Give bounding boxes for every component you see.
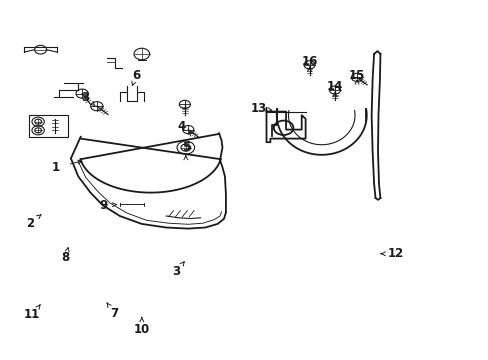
Text: 8: 8	[61, 251, 69, 264]
Text: 5: 5	[182, 141, 189, 154]
Text: 2: 2	[26, 217, 34, 230]
Text: 11: 11	[24, 309, 41, 321]
Text: 12: 12	[387, 247, 404, 260]
Text: 15: 15	[348, 69, 365, 82]
Text: 4: 4	[178, 120, 185, 132]
Text: 14: 14	[326, 80, 343, 93]
Bar	[29, 115, 68, 137]
Text: 9: 9	[100, 199, 107, 212]
Text: 13: 13	[250, 102, 267, 114]
Text: 7: 7	[110, 307, 118, 320]
Text: 6: 6	[132, 69, 140, 82]
Text: 16: 16	[301, 55, 317, 68]
Text: 10: 10	[133, 323, 150, 336]
Text: 3: 3	[81, 91, 89, 104]
Text: 1: 1	[52, 161, 60, 174]
Text: 3: 3	[172, 265, 180, 278]
